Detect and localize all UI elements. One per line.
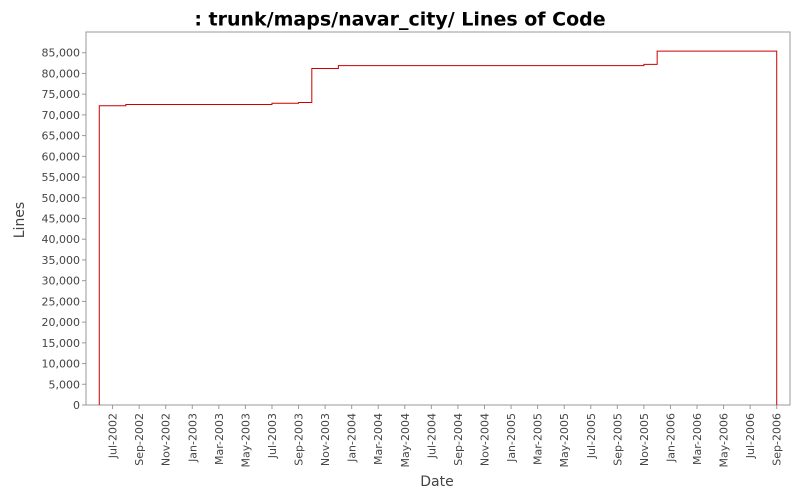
- x-tick-label: Nov-2003: [319, 413, 332, 466]
- y-tick-label: 45,000: [42, 213, 81, 226]
- chart-title: : trunk/maps/navar_city/ Lines of Code: [194, 9, 605, 31]
- x-tick-label: Mar-2004: [372, 413, 385, 465]
- x-tick-label: Sep-2006: [771, 413, 784, 466]
- y-tick-label: 80,000: [42, 67, 81, 80]
- y-tick-label: 35,000: [42, 254, 81, 267]
- x-tick-label: May-2004: [399, 413, 412, 468]
- x-tick-label: Nov-2002: [160, 413, 173, 466]
- x-tick-label: Jan-2003: [186, 413, 199, 463]
- y-tick-label: 25,000: [42, 295, 81, 308]
- x-tick-label: Jul-2005: [585, 413, 598, 459]
- y-tick-label: 50,000: [42, 192, 81, 205]
- y-tick-label: 15,000: [42, 337, 81, 350]
- y-axis-label: Lines: [12, 202, 28, 238]
- x-tick-label: Sep-2004: [452, 413, 465, 466]
- x-tick-label: Mar-2006: [691, 413, 704, 465]
- x-tick-label: Jan-2006: [664, 413, 677, 463]
- x-tick-label: Jul-2003: [266, 413, 279, 459]
- y-tick-label: 40,000: [42, 233, 81, 246]
- y-tick-label: 60,000: [42, 150, 81, 163]
- x-tick-label: Nov-2005: [638, 413, 651, 466]
- y-tick-label: 5,000: [49, 378, 81, 391]
- x-tick-label: Mar-2003: [213, 413, 226, 465]
- x-tick-label: Jul-2004: [425, 413, 438, 459]
- y-tick-label: 20,000: [42, 316, 81, 329]
- x-axis-label: Date: [420, 474, 453, 490]
- x-tick-label: May-2006: [718, 413, 731, 468]
- y-tick-label: 10,000: [42, 358, 81, 371]
- data-line: [98, 50, 778, 405]
- x-tick-label: Nov-2004: [478, 413, 491, 466]
- x-tick-label: Sep-2005: [611, 413, 624, 466]
- plot-area: [85, 31, 791, 406]
- x-tick-label: Sep-2002: [133, 413, 146, 466]
- x-tick-label: May-2005: [558, 413, 571, 468]
- y-tick-label: 30,000: [42, 275, 81, 288]
- y-tick-label: 75,000: [42, 88, 81, 101]
- x-tick-label: Mar-2005: [532, 413, 545, 465]
- x-tick-label: May-2003: [239, 413, 252, 468]
- y-tick-label: 65,000: [42, 130, 81, 143]
- y-tick-label: 85,000: [42, 47, 81, 60]
- y-tick-label: 55,000: [42, 171, 81, 184]
- x-tick-label: Jul-2002: [107, 413, 120, 459]
- x-tick-label: Jul-2006: [744, 413, 757, 459]
- x-tick-label: Sep-2003: [293, 413, 306, 466]
- x-tick-label: Jan-2004: [346, 413, 359, 463]
- y-tick-label: 0: [73, 399, 80, 412]
- y-tick-label: 70,000: [42, 109, 81, 122]
- x-tick-label: Jan-2005: [505, 413, 518, 463]
